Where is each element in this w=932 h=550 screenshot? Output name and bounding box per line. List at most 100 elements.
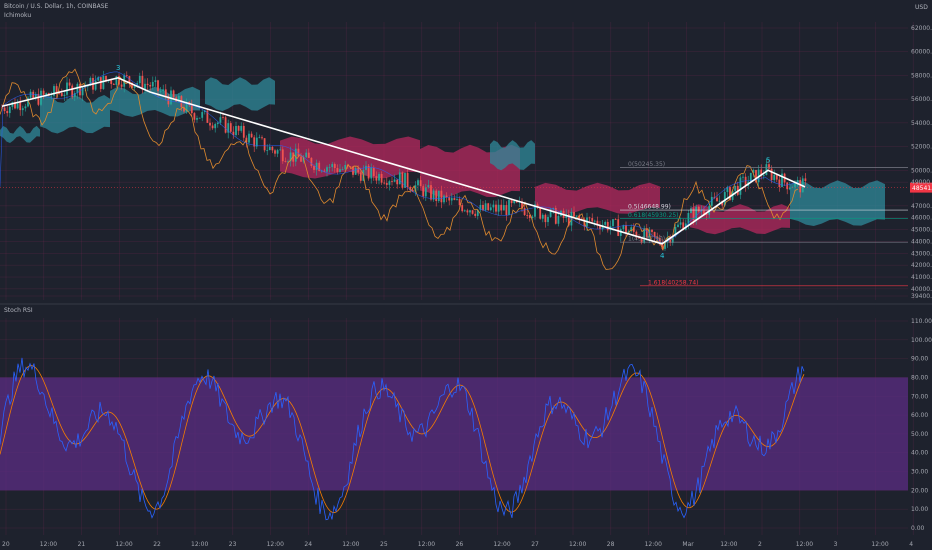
candle-body bbox=[378, 173, 380, 181]
price-tick-label: 43000.00 bbox=[911, 250, 932, 257]
candle-body bbox=[552, 208, 555, 210]
candle-body bbox=[721, 200, 724, 206]
candle-body bbox=[281, 149, 284, 162]
candle-body bbox=[723, 192, 726, 206]
candle-body bbox=[261, 137, 263, 139]
price-tick-label: 49000.00 bbox=[911, 179, 932, 186]
candle-body bbox=[79, 83, 81, 96]
candle-body bbox=[770, 168, 773, 181]
candle-body bbox=[185, 102, 188, 112]
candle-body bbox=[60, 93, 63, 96]
candle-body bbox=[450, 198, 453, 201]
candle-body bbox=[526, 215, 529, 216]
price-tick-label: 60000.00 bbox=[911, 49, 932, 56]
candle-body bbox=[250, 133, 253, 138]
price-tick-label: 58000.00 bbox=[911, 72, 932, 79]
price-tick-label: 56000.00 bbox=[911, 96, 932, 103]
candle-body bbox=[539, 207, 542, 219]
candle-body bbox=[768, 164, 770, 169]
fib-level-label: 0.618(45930.25) bbox=[628, 212, 679, 219]
wave-label-3: 3 bbox=[116, 64, 120, 72]
cloud-segment bbox=[0, 125, 40, 143]
price-tag-box bbox=[910, 182, 932, 193]
time-tick-label: 12:00 bbox=[645, 541, 662, 548]
candle-body bbox=[466, 210, 469, 213]
wave-label-5: 5 bbox=[766, 156, 770, 164]
candle-body bbox=[359, 172, 362, 181]
candle-body bbox=[536, 204, 539, 208]
rsi-tick-label: 30.00 bbox=[911, 469, 928, 476]
rsi-tick-label: 0.00 bbox=[911, 525, 925, 532]
candle-body bbox=[557, 215, 560, 224]
candle-body bbox=[656, 236, 659, 238]
candle-body bbox=[658, 237, 661, 245]
candle-body bbox=[279, 149, 282, 151]
rsi-tick-label: 50.00 bbox=[911, 431, 928, 438]
candle-body bbox=[190, 105, 193, 114]
elliott-wave: 3 4 5 bbox=[1, 64, 806, 260]
candle-body bbox=[799, 180, 802, 193]
candle-body bbox=[55, 86, 58, 94]
time-tick-label: 3 bbox=[834, 541, 838, 548]
candle-body bbox=[448, 197, 451, 201]
candle-body bbox=[432, 190, 435, 200]
candle-body bbox=[479, 204, 482, 210]
time-tick-label: 12:00 bbox=[493, 541, 510, 548]
candle-body bbox=[115, 76, 118, 85]
candle-body bbox=[554, 208, 557, 224]
candle-body bbox=[669, 236, 672, 243]
symbol-title[interactable]: Bitcoin / U.S. Dollar, 1h, COINBASE bbox=[4, 3, 109, 10]
candle-body bbox=[27, 97, 29, 107]
candle-body bbox=[235, 125, 237, 136]
cloud-segment bbox=[40, 95, 110, 134]
candle-body bbox=[372, 167, 375, 177]
rsi-band bbox=[0, 377, 908, 491]
candle-body bbox=[255, 137, 258, 147]
stoch-rsi-title[interactable]: Stoch RSI bbox=[4, 307, 33, 314]
candle-body bbox=[710, 196, 713, 206]
candle-body bbox=[622, 225, 625, 230]
candle-body bbox=[385, 183, 388, 185]
candle-body bbox=[760, 169, 763, 176]
candle-body bbox=[635, 231, 638, 238]
time-tick-label: 22 bbox=[153, 541, 161, 548]
indicator-title[interactable]: Ichimoku bbox=[4, 12, 31, 19]
candle-body bbox=[804, 178, 807, 182]
candle-body bbox=[29, 91, 32, 98]
cloud-segment bbox=[490, 140, 535, 171]
candle-body bbox=[172, 90, 175, 98]
price-tick-label: 62000.00 bbox=[911, 25, 932, 32]
candle-body bbox=[682, 222, 685, 230]
price-tick-label: 39400.00 bbox=[911, 293, 932, 300]
candle-body bbox=[266, 150, 269, 151]
candle-body bbox=[697, 206, 700, 212]
candle-body bbox=[333, 164, 336, 169]
candle-body bbox=[157, 80, 159, 92]
wave-label-4: 4 bbox=[660, 252, 665, 260]
candle-body bbox=[258, 137, 261, 139]
candle-body bbox=[125, 75, 128, 77]
stoch-rsi-panel bbox=[0, 357, 908, 521]
candle-body bbox=[112, 83, 115, 85]
candle-body bbox=[388, 181, 391, 185]
candle-body bbox=[32, 91, 35, 99]
time-tick-label: 12:00 bbox=[569, 541, 586, 548]
currency-label: USD bbox=[915, 4, 928, 11]
candle-body bbox=[547, 216, 549, 223]
candle-body bbox=[370, 167, 373, 179]
candle-body bbox=[393, 179, 396, 182]
candle-body bbox=[227, 123, 230, 133]
candle-body bbox=[744, 176, 747, 186]
candle-body bbox=[94, 80, 97, 90]
candle-body bbox=[752, 169, 755, 173]
candle-body bbox=[63, 94, 66, 96]
candle-body bbox=[8, 106, 11, 114]
candle-body bbox=[487, 203, 490, 211]
wave-line bbox=[1, 76, 806, 245]
candle-body bbox=[794, 181, 796, 188]
candle-body bbox=[297, 148, 300, 157]
candle-body bbox=[469, 210, 471, 213]
candle-body bbox=[734, 185, 737, 191]
candle-body bbox=[510, 200, 513, 204]
